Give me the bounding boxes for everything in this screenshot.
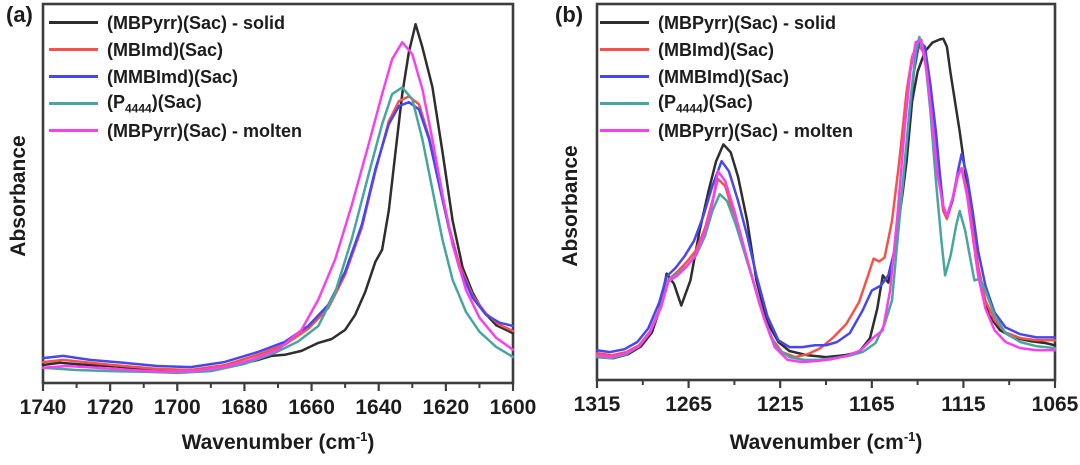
spectrum-line-b-2 bbox=[595, 40, 1057, 354]
legend-b: (MBPyrr)(Sac) - solid (MBImd)(Sac) (MMBImd… bbox=[600, 9, 853, 144]
x-tick-label: 1265 bbox=[665, 393, 712, 416]
legend-line-swatch bbox=[600, 102, 649, 105]
x-axis-label-a-sup: -1 bbox=[355, 429, 368, 444]
x-tick-label: 1165 bbox=[849, 393, 895, 416]
x-tick-label: 1660 bbox=[288, 396, 335, 419]
x-tick-label: 1640 bbox=[355, 396, 402, 419]
panel-a-letter: (a) bbox=[6, 2, 33, 27]
panel-b-letter: (b) bbox=[555, 2, 584, 27]
x-axis-label-a-text: Wavenumber (cm bbox=[181, 431, 356, 454]
legend-line-swatch bbox=[600, 129, 649, 132]
x-tick-label: 1065 bbox=[1032, 393, 1079, 416]
x-axis-label-b-sup: -1 bbox=[903, 429, 916, 444]
x-tick-label: 1620 bbox=[422, 396, 469, 419]
x-tick-label: 1720 bbox=[87, 396, 134, 419]
legend-label: (MBPyrr)(Sac) - molten bbox=[107, 120, 303, 141]
x-tick-label: 1315 bbox=[574, 393, 621, 416]
legend-line-swatch bbox=[49, 102, 98, 105]
legend-label: (MMBImd)(Sac) bbox=[658, 66, 789, 87]
legend-item: (MBImd)(Sac) bbox=[49, 36, 302, 63]
x-tick-label: 1115 bbox=[941, 393, 986, 416]
legend-label: (MBPyrr)(Sac) - molten bbox=[658, 120, 854, 141]
legend-label: (MMBImd)(Sac) bbox=[107, 66, 238, 87]
legend-label: (MBImd)(Sac) bbox=[107, 39, 223, 60]
x-tick-label: 1215 bbox=[757, 393, 804, 416]
legend-item: (MMBImd)(Sac) bbox=[49, 63, 302, 90]
spectrum-line-a-4 bbox=[41, 41, 515, 374]
legend-item: (MBImd)(Sac) bbox=[600, 36, 853, 63]
spectra-plot-b: 1315 1265 1215 1165 1115 1065 bbox=[574, 2, 1079, 416]
legend-item: (MBPyrr)(Sac) - molten bbox=[600, 117, 853, 144]
spectrum-line-b-4 bbox=[595, 38, 1057, 364]
legend-label: (MBPyrr)(Sac) - solid bbox=[658, 12, 837, 33]
x-tick-label: 1740 bbox=[20, 396, 67, 419]
legend-a: (MBPyrr)(Sac) - solid (MBImd)(Sac) (MMBImd… bbox=[49, 9, 302, 144]
legend-line-swatch bbox=[600, 75, 649, 78]
legend-line-swatch bbox=[600, 48, 649, 51]
legend-label: (P4444)(Sac) bbox=[658, 91, 753, 116]
legend-line-swatch bbox=[49, 21, 98, 24]
x-axis-label-b-end: ) bbox=[915, 431, 923, 454]
x-tick-label: 1600 bbox=[490, 396, 537, 419]
x-axis-label-a-end: ) bbox=[367, 431, 375, 454]
legend-label: (MBPyrr)(Sac) - solid bbox=[107, 12, 286, 33]
legend-item: (P4444)(Sac) bbox=[600, 90, 853, 117]
x-tick-label: 1680 bbox=[221, 396, 268, 419]
legend-line-swatch bbox=[49, 129, 98, 132]
legend-item: (MBPyrr)(Sac) - solid bbox=[49, 9, 302, 36]
spectrum-line-a-3 bbox=[41, 86, 515, 375]
legend-item: (MMBImd)(Sac) bbox=[600, 63, 853, 90]
legend-label: (P4444)(Sac) bbox=[107, 91, 202, 116]
legend-item: (MBPyrr)(Sac) - solid bbox=[600, 9, 853, 36]
legend-line-swatch bbox=[49, 48, 98, 51]
spectra-plot-a: 1740 1720 1700 1680 1660 1640 1620 1600 bbox=[20, 2, 537, 419]
x-axis-label-a: Wavenumber (cm-1) bbox=[43, 429, 513, 455]
x-axis-label-b-text: Wavenumber (cm bbox=[729, 431, 904, 454]
legend-item: (MBPyrr)(Sac) - molten bbox=[49, 117, 302, 144]
x-axis-label-b: Wavenumber (cm-1) bbox=[597, 429, 1055, 455]
legend-label: (MBImd)(Sac) bbox=[658, 39, 774, 60]
legend-item: (P4444)(Sac) bbox=[49, 90, 302, 117]
legend-line-swatch bbox=[600, 21, 649, 24]
x-tick-label: 1700 bbox=[154, 396, 201, 419]
legend-line-swatch bbox=[49, 75, 98, 78]
